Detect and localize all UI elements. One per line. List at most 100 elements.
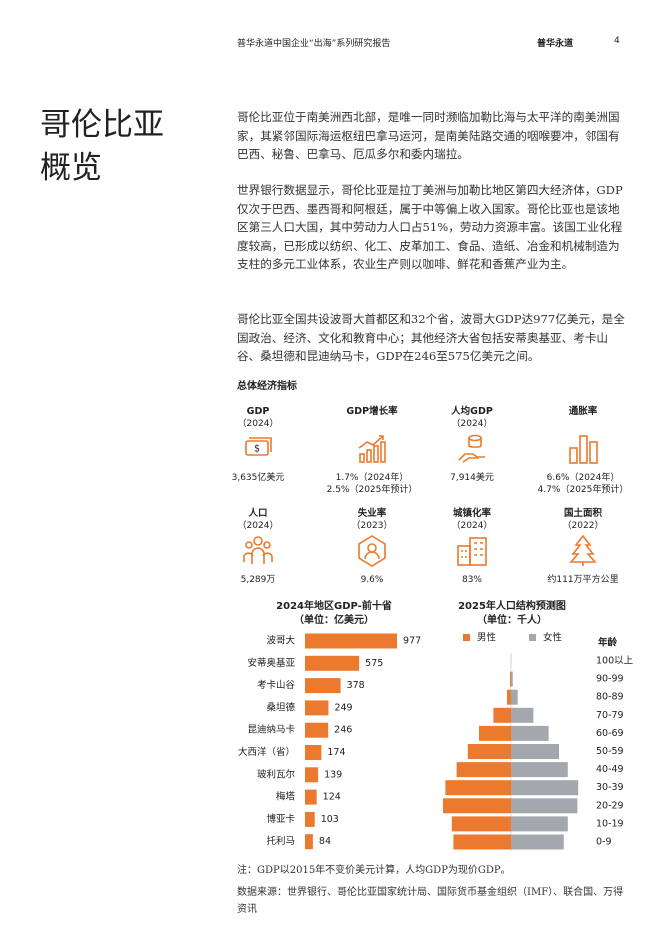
category-label: 20-29 (596, 800, 624, 811)
bar (511, 689, 518, 705)
icon (457, 537, 487, 566)
chart-subtitle: （单位：亿美元） (294, 613, 374, 626)
bar (456, 762, 511, 778)
icon-part (468, 434, 482, 442)
category-label: 博亚卡 (266, 813, 295, 825)
bar (305, 700, 329, 716)
icon-part (458, 453, 485, 461)
indicator-label: GDP (246, 406, 270, 417)
icon-part (579, 435, 588, 464)
bar (305, 834, 313, 850)
paragraph: 哥伦比亚全国共设波哥大首都区和32个省，波哥大GDP达977亿美元，是全国政治、… (237, 312, 625, 364)
indicator-value: 3,635亿美元 (231, 473, 285, 483)
category-label: 0-9 (596, 837, 612, 848)
chart-title: 2025年人口结构预测图 (458, 599, 566, 612)
icon-part (569, 447, 578, 464)
indicator-label: 城镇化率 (452, 508, 491, 519)
bar (305, 789, 317, 805)
brand: 普华永道 (537, 39, 574, 49)
bar (305, 745, 322, 760)
axis-title: 年龄 (598, 637, 618, 649)
icon-part (249, 437, 272, 452)
charts: 2024年地区GDP-前十省（单位：亿美元） 波哥大 977 安蒂奥基亚 575 考卡山谷… (238, 599, 634, 851)
icon (243, 536, 273, 564)
indicator-sub (528, 418, 638, 430)
value-label: 103 (321, 814, 339, 825)
icon-part (245, 440, 269, 456)
icon (569, 534, 597, 566)
indicator-label-row: GDP (203, 406, 313, 418)
indicator: 通胀率 6.6%（2024年） 4.7%（2025年预计） (528, 406, 638, 496)
indicator-value: 2.5%（2025年预计） (326, 485, 418, 495)
category-label: 昆迪纳马卡 (247, 724, 295, 736)
legend-swatch (463, 634, 470, 641)
category-label: 波哥大 (266, 635, 295, 647)
legend-label: 男性 (477, 632, 497, 644)
value-label: 977 (403, 636, 421, 647)
indicator-sub: （2024） (451, 521, 493, 531)
value-label: 575 (365, 658, 383, 669)
note: 注：GDP以2015年不变价美元计算，人均GDP为现价GDP。 (237, 865, 511, 876)
bar (451, 816, 511, 832)
indicator-label: 通胀率 (568, 406, 598, 417)
value-label: 378 (347, 680, 365, 691)
icon-part (462, 457, 479, 463)
category-label: 安蒂奥基亚 (247, 657, 295, 669)
bar (511, 707, 534, 723)
indicator-sub: （2022） (562, 521, 604, 531)
icon-part (263, 541, 271, 549)
category-label: 100以上 (596, 656, 634, 667)
indicator-label: 人口 (248, 508, 268, 519)
indicator-sub (317, 418, 427, 430)
bar (510, 671, 511, 687)
page-number: 4 (614, 36, 620, 46)
bar (467, 744, 511, 759)
legend-label: 女性 (543, 632, 563, 644)
icon (358, 535, 386, 567)
icon-part (569, 534, 597, 563)
icon (569, 435, 598, 464)
category-label: 90-99 (596, 674, 624, 685)
bar (511, 816, 568, 832)
category-label: 梅塔 (276, 791, 296, 803)
indicator: 人口 （2024） 5,289万 (203, 508, 313, 586)
indicator: GDP增长率 1.7%（2024年） 2.5%（2025年预计） (317, 406, 427, 496)
bar (445, 780, 511, 796)
icon-part (359, 453, 365, 463)
category-label: 玻利瓦尔 (257, 768, 296, 780)
bar (305, 722, 329, 738)
source: 数据来源：世界银行、哥伦比亚国家统计局、国际货币基金组织（IMF）、联合国、万得… (237, 887, 624, 915)
bar (305, 678, 341, 694)
icon (458, 434, 485, 463)
category-label: 40-49 (596, 764, 624, 775)
indicator-label-row: 人口 (203, 508, 313, 520)
bar (511, 762, 568, 778)
bar (511, 671, 513, 687)
indicator-label-row: 国土面积 (528, 508, 638, 520)
icon: $ (245, 437, 272, 456)
icon-part (366, 449, 372, 463)
indicator-label-row: 失业率 (317, 508, 427, 520)
indicators-heading: 总体经济指标 (237, 381, 297, 392)
indicator-value: 4.7%（2025年预计） (537, 485, 629, 495)
indicator-value: 约111万平方公里 (547, 575, 619, 585)
section-title: 哥伦比亚 概览 (40, 104, 164, 190)
bar (511, 834, 564, 850)
indicator-label: GDP增长率 (346, 406, 398, 417)
icon-part (245, 541, 253, 549)
bar (479, 725, 511, 741)
bar (511, 780, 579, 796)
icon-part (589, 441, 598, 464)
indicator-value: 6.6%（2024年） (546, 473, 620, 483)
icon-part (364, 551, 380, 560)
indicator: GDP （2024） $3,635亿美元 (203, 406, 313, 484)
indicator-sub: （2024） (237, 521, 279, 531)
value-label: 249 (334, 702, 352, 713)
category-label: 50-59 (596, 746, 624, 757)
value-label: 84 (319, 836, 331, 847)
icon-part (358, 535, 386, 567)
icon-part (358, 435, 384, 449)
paragraph: 哥伦比亚位于南美洲西北部，是唯一同时濒临加勒比海与太平洋的南美洲国家，其紧邻国际… (237, 110, 620, 162)
category-label: 30-39 (596, 782, 624, 793)
category-label: 60-69 (596, 728, 624, 739)
